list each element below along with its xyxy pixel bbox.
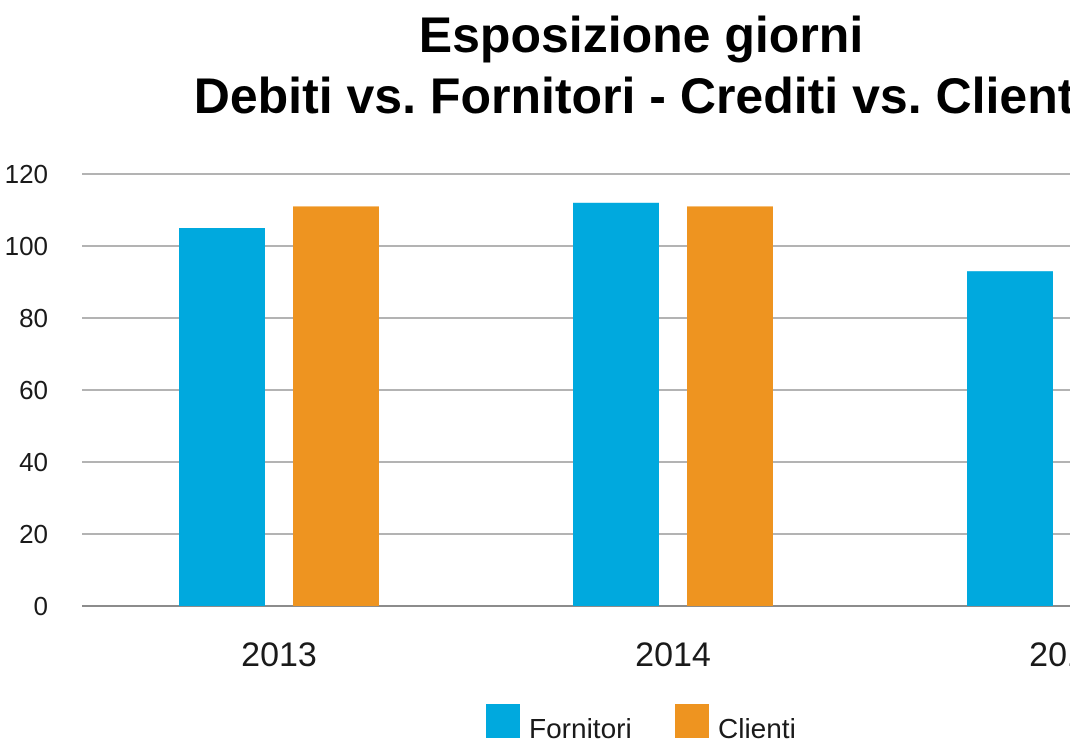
bar-fornitori-2013 xyxy=(179,228,265,606)
legend-label-clienti: Clienti xyxy=(718,713,796,744)
bar-fornitori-2015 xyxy=(967,271,1053,606)
y-tick-label: 20 xyxy=(19,519,48,549)
y-tick-label: 0 xyxy=(34,591,48,621)
y-tick-label: 120 xyxy=(5,159,48,189)
x-axis-categories: 2013 2014 2015 xyxy=(241,636,1070,674)
bar-clienti-2014 xyxy=(687,206,773,606)
x-category-label: 2013 xyxy=(241,636,317,674)
x-category-label: 2015 xyxy=(1029,636,1070,674)
y-tick-label: 40 xyxy=(19,447,48,477)
chart-title: Esposizione giorni Debiti vs. Fornitori … xyxy=(194,7,1070,124)
y-axis-ticks: 0 20 40 60 80 100 120 xyxy=(5,159,48,621)
chart-title-line-1: Esposizione giorni xyxy=(419,7,863,63)
legend-label-fornitori: Fornitori xyxy=(529,713,632,744)
x-category-label: 2014 xyxy=(635,636,711,674)
y-tick-label: 80 xyxy=(19,303,48,333)
bar-fornitori-2014 xyxy=(573,202,659,607)
bar-clienti-2013 xyxy=(293,206,379,606)
y-tick-label: 100 xyxy=(5,231,48,261)
chart-title-line-2: Debiti vs. Fornitori - Crediti vs. Clien… xyxy=(194,68,1070,124)
legend: Fornitori Clienti xyxy=(486,704,796,744)
bars xyxy=(179,202,1053,607)
y-tick-label: 60 xyxy=(19,375,48,405)
legend-swatch-clienti xyxy=(675,704,709,738)
legend-swatch-fornitori xyxy=(486,704,520,738)
